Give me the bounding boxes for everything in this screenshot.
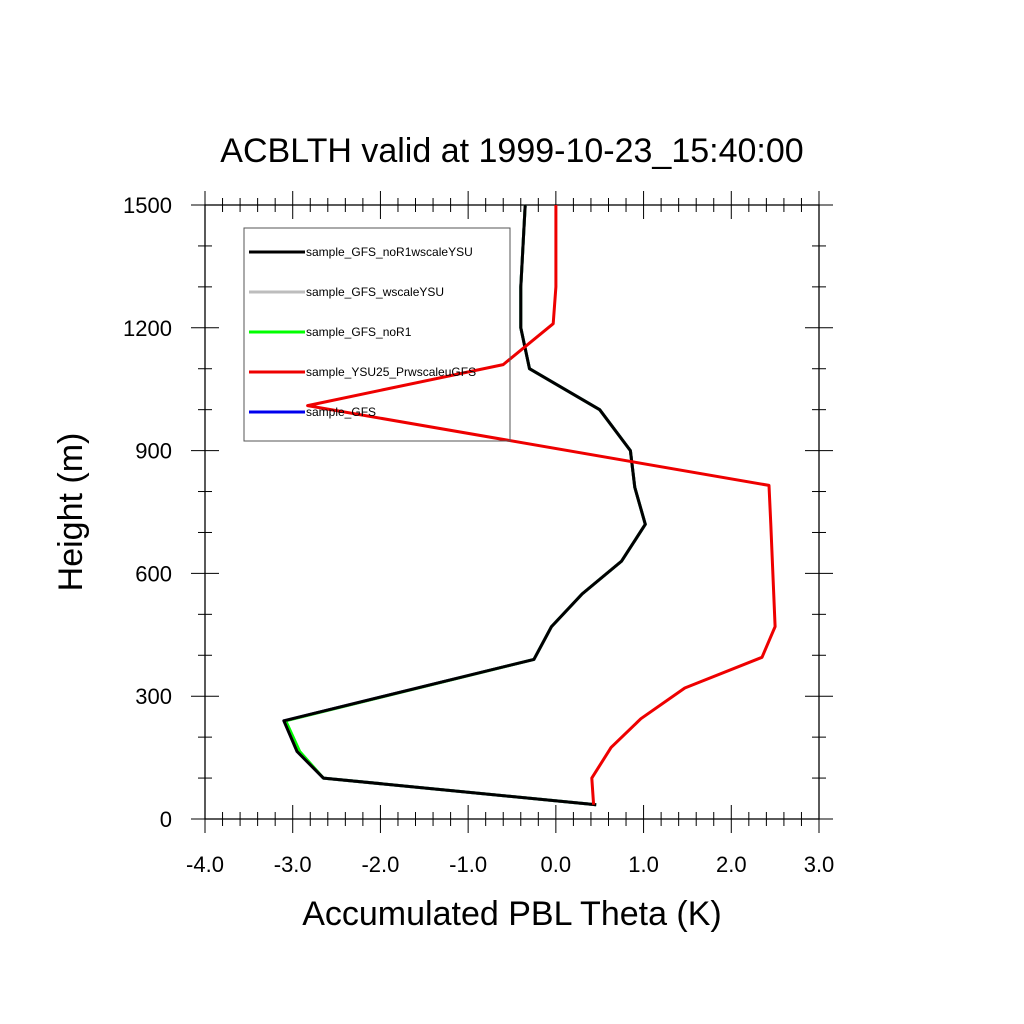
legend: sample_GFS_noR1wscaleYSU sample_GFS_wscal…	[243, 227, 511, 442]
x-tick-label: 0.0	[541, 852, 572, 877]
legend-entry: sample_GFS	[306, 405, 376, 419]
series-line-sample_YSU25_PrwscaleuGFS	[306, 205, 777, 805]
legend-entry: sample_YSU25_PrwscaleuGFS	[306, 365, 476, 379]
y-tick-label: 1200	[123, 316, 172, 341]
legend-entry: sample_GFS_noR1	[306, 325, 412, 339]
series-layer	[282, 204, 777, 807]
x-tick-label: 3.0	[804, 852, 835, 877]
legend-entry: sample_GFS_wscaleYSU	[306, 285, 444, 299]
x-axis-label: Accumulated PBL Theta (K)	[302, 895, 722, 933]
y-tick-label: 300	[135, 684, 172, 709]
y-axis: 0 300 600 900 1200 1500	[123, 193, 833, 832]
plot-border	[204, 204, 820, 820]
x-tick-label: -4.0	[186, 852, 224, 877]
x-tick-label: -1.0	[449, 852, 487, 877]
y-axis-label: Height (m)	[52, 433, 90, 592]
x-tick-label: -2.0	[361, 852, 399, 877]
x-tick-label: 1.0	[628, 852, 659, 877]
x-tick-label: -3.0	[274, 852, 312, 877]
legend-box	[243, 227, 511, 442]
chart-title: ACBLTH valid at 1999-10-23_15:40:00	[220, 132, 803, 170]
y-tick-label: 1500	[123, 193, 172, 218]
x-axis: -4.0 -3.0 -2.0 -1.0 0.0 1.0 2.0 3.0	[186, 191, 834, 877]
y-tick-label: 900	[135, 439, 172, 464]
y-tick-label: 600	[135, 561, 172, 586]
y-tick-label: 0	[160, 807, 172, 832]
legend-entry: sample_GFS_noR1wscaleYSU	[306, 245, 473, 259]
plot-frame	[204, 204, 820, 820]
x-tick-label: 2.0	[716, 852, 747, 877]
